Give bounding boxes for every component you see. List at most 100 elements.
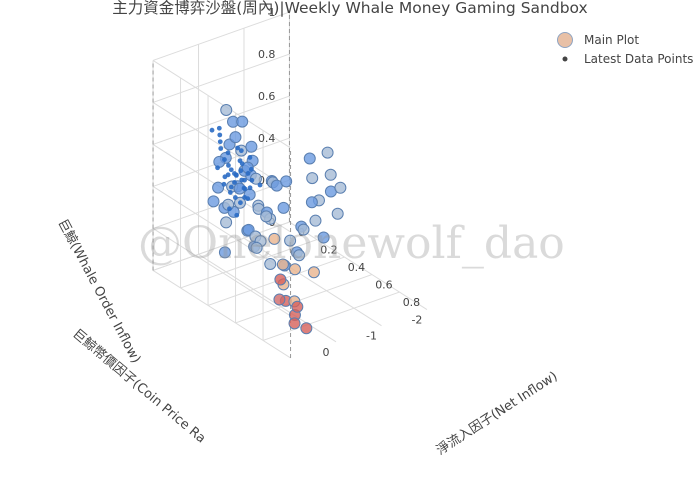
y-tick-label: -2 (411, 314, 422, 327)
data-point-main (324, 168, 337, 181)
axis-titles: 淨流入因子(Net Inflow)巨鯨幣價因子(Coin Price Ra巨鯨(… (54, 217, 560, 459)
data-point-main (303, 152, 316, 165)
data-point-latest (232, 195, 238, 200)
data-point-main (291, 300, 304, 313)
gridline-z (152, 270, 291, 359)
z-tick-label: 0.8 (258, 48, 276, 61)
data-point-latest (234, 212, 240, 218)
data-point-main (212, 181, 225, 194)
data-point-main (305, 196, 318, 209)
gridline-z (152, 60, 291, 149)
tick-labels: 00.20.40.60.8100.20.40.60.8-2-10 (258, 6, 422, 359)
data-point-main (264, 257, 277, 270)
data-point-latest (228, 184, 234, 190)
data-point-latest (245, 171, 251, 176)
gridline-y (198, 253, 337, 343)
x-tick-label: 0.4 (348, 261, 366, 274)
gridline-y (289, 221, 428, 310)
data-point-latest (216, 125, 222, 131)
data-point-main (274, 273, 287, 286)
data-point-latest (232, 171, 237, 176)
data-point-latest (238, 200, 243, 206)
data-point-latest (218, 146, 224, 151)
data-point-main (245, 140, 258, 153)
data-point-latest (247, 155, 253, 160)
data-point-latest (225, 150, 231, 156)
data-point-main (229, 131, 242, 144)
legend-swatch-main (554, 31, 576, 49)
data-point-main (306, 172, 319, 185)
gridline-x (235, 274, 373, 324)
data-point-main (297, 223, 310, 236)
data-point-latest (238, 168, 244, 174)
gridline-z (152, 11, 290, 61)
data-point-main (276, 258, 289, 271)
x-tick-label: 0.2 (320, 244, 338, 257)
data-point-latest (226, 162, 231, 168)
data-point-latest (239, 177, 245, 183)
data-point-latest (217, 139, 223, 145)
data-point-main (331, 207, 344, 220)
data-point-main (293, 249, 306, 262)
data-point-latest (248, 166, 254, 172)
data-point-latest (232, 180, 237, 185)
data-point-latest (257, 182, 263, 188)
data-point-latest (227, 190, 233, 195)
legend-item-main-plot[interactable]: Main Plot (554, 30, 693, 49)
gridline-z (152, 53, 290, 103)
data-point-latest (228, 167, 234, 173)
z-tick-label: 0.4 (258, 132, 276, 145)
gridline-y (243, 237, 382, 327)
data-point-main (334, 181, 347, 194)
data-point-latest (238, 148, 244, 154)
data-point-latest (217, 132, 223, 138)
legend-label-latest: Latest Data Points (584, 51, 694, 66)
data-point-main (284, 234, 297, 247)
chart-title: 主力資金博弈沙盤(周內)|Weekly Whale Money Gaming S… (112, 0, 588, 17)
y-tick-label: -1 (366, 330, 377, 343)
data-point-main (218, 246, 231, 259)
data-point-latest (242, 186, 248, 192)
y-axis-title: 巨鯨幣價因子(Coin Price Ra (69, 327, 208, 447)
data-point-main (300, 322, 313, 335)
latest-points (209, 125, 263, 218)
gridline-z (152, 228, 291, 317)
data-point-latest (242, 195, 247, 200)
data-point-main (288, 317, 301, 330)
legend-label-main: Main Plot (584, 32, 640, 47)
data-point-latest (215, 165, 220, 171)
data-point-main (277, 201, 290, 214)
x-axis-title: 淨流入因子(Net Inflow) (434, 369, 560, 458)
data-point-latest (247, 185, 253, 191)
gridline-z (152, 95, 290, 145)
legend-item-latest[interactable]: Latest Data Points (554, 49, 693, 68)
data-point-main (260, 210, 273, 223)
data-point-main (321, 146, 334, 159)
x-tick-label: 0.8 (403, 296, 421, 309)
data-point-main (207, 195, 220, 208)
z-tick-label: 1 (268, 6, 275, 19)
data-point-latest (235, 145, 241, 151)
data-point-latest (237, 158, 243, 164)
legend: Main Plot Latest Data Points (554, 30, 693, 68)
data-point-main (250, 241, 263, 254)
gridline-z (152, 102, 291, 191)
data-point-main (273, 293, 286, 306)
legend-swatch-latest (554, 50, 576, 68)
data-point-main (309, 214, 322, 227)
data-point-main (307, 266, 320, 279)
gridline-x (262, 291, 400, 341)
z-tick-label: 0.6 (258, 90, 276, 103)
data-point-main (317, 231, 330, 244)
data-point-main (220, 216, 233, 229)
data-point-latest (227, 206, 232, 212)
data-point-main (288, 263, 301, 276)
data-point-main (220, 103, 233, 116)
data-point-latest (222, 157, 227, 162)
data-point-latest (209, 127, 215, 133)
gridline-x (152, 221, 290, 271)
data-point-main (236, 115, 249, 128)
data-point-latest (225, 172, 231, 178)
data-point-main (280, 175, 293, 188)
